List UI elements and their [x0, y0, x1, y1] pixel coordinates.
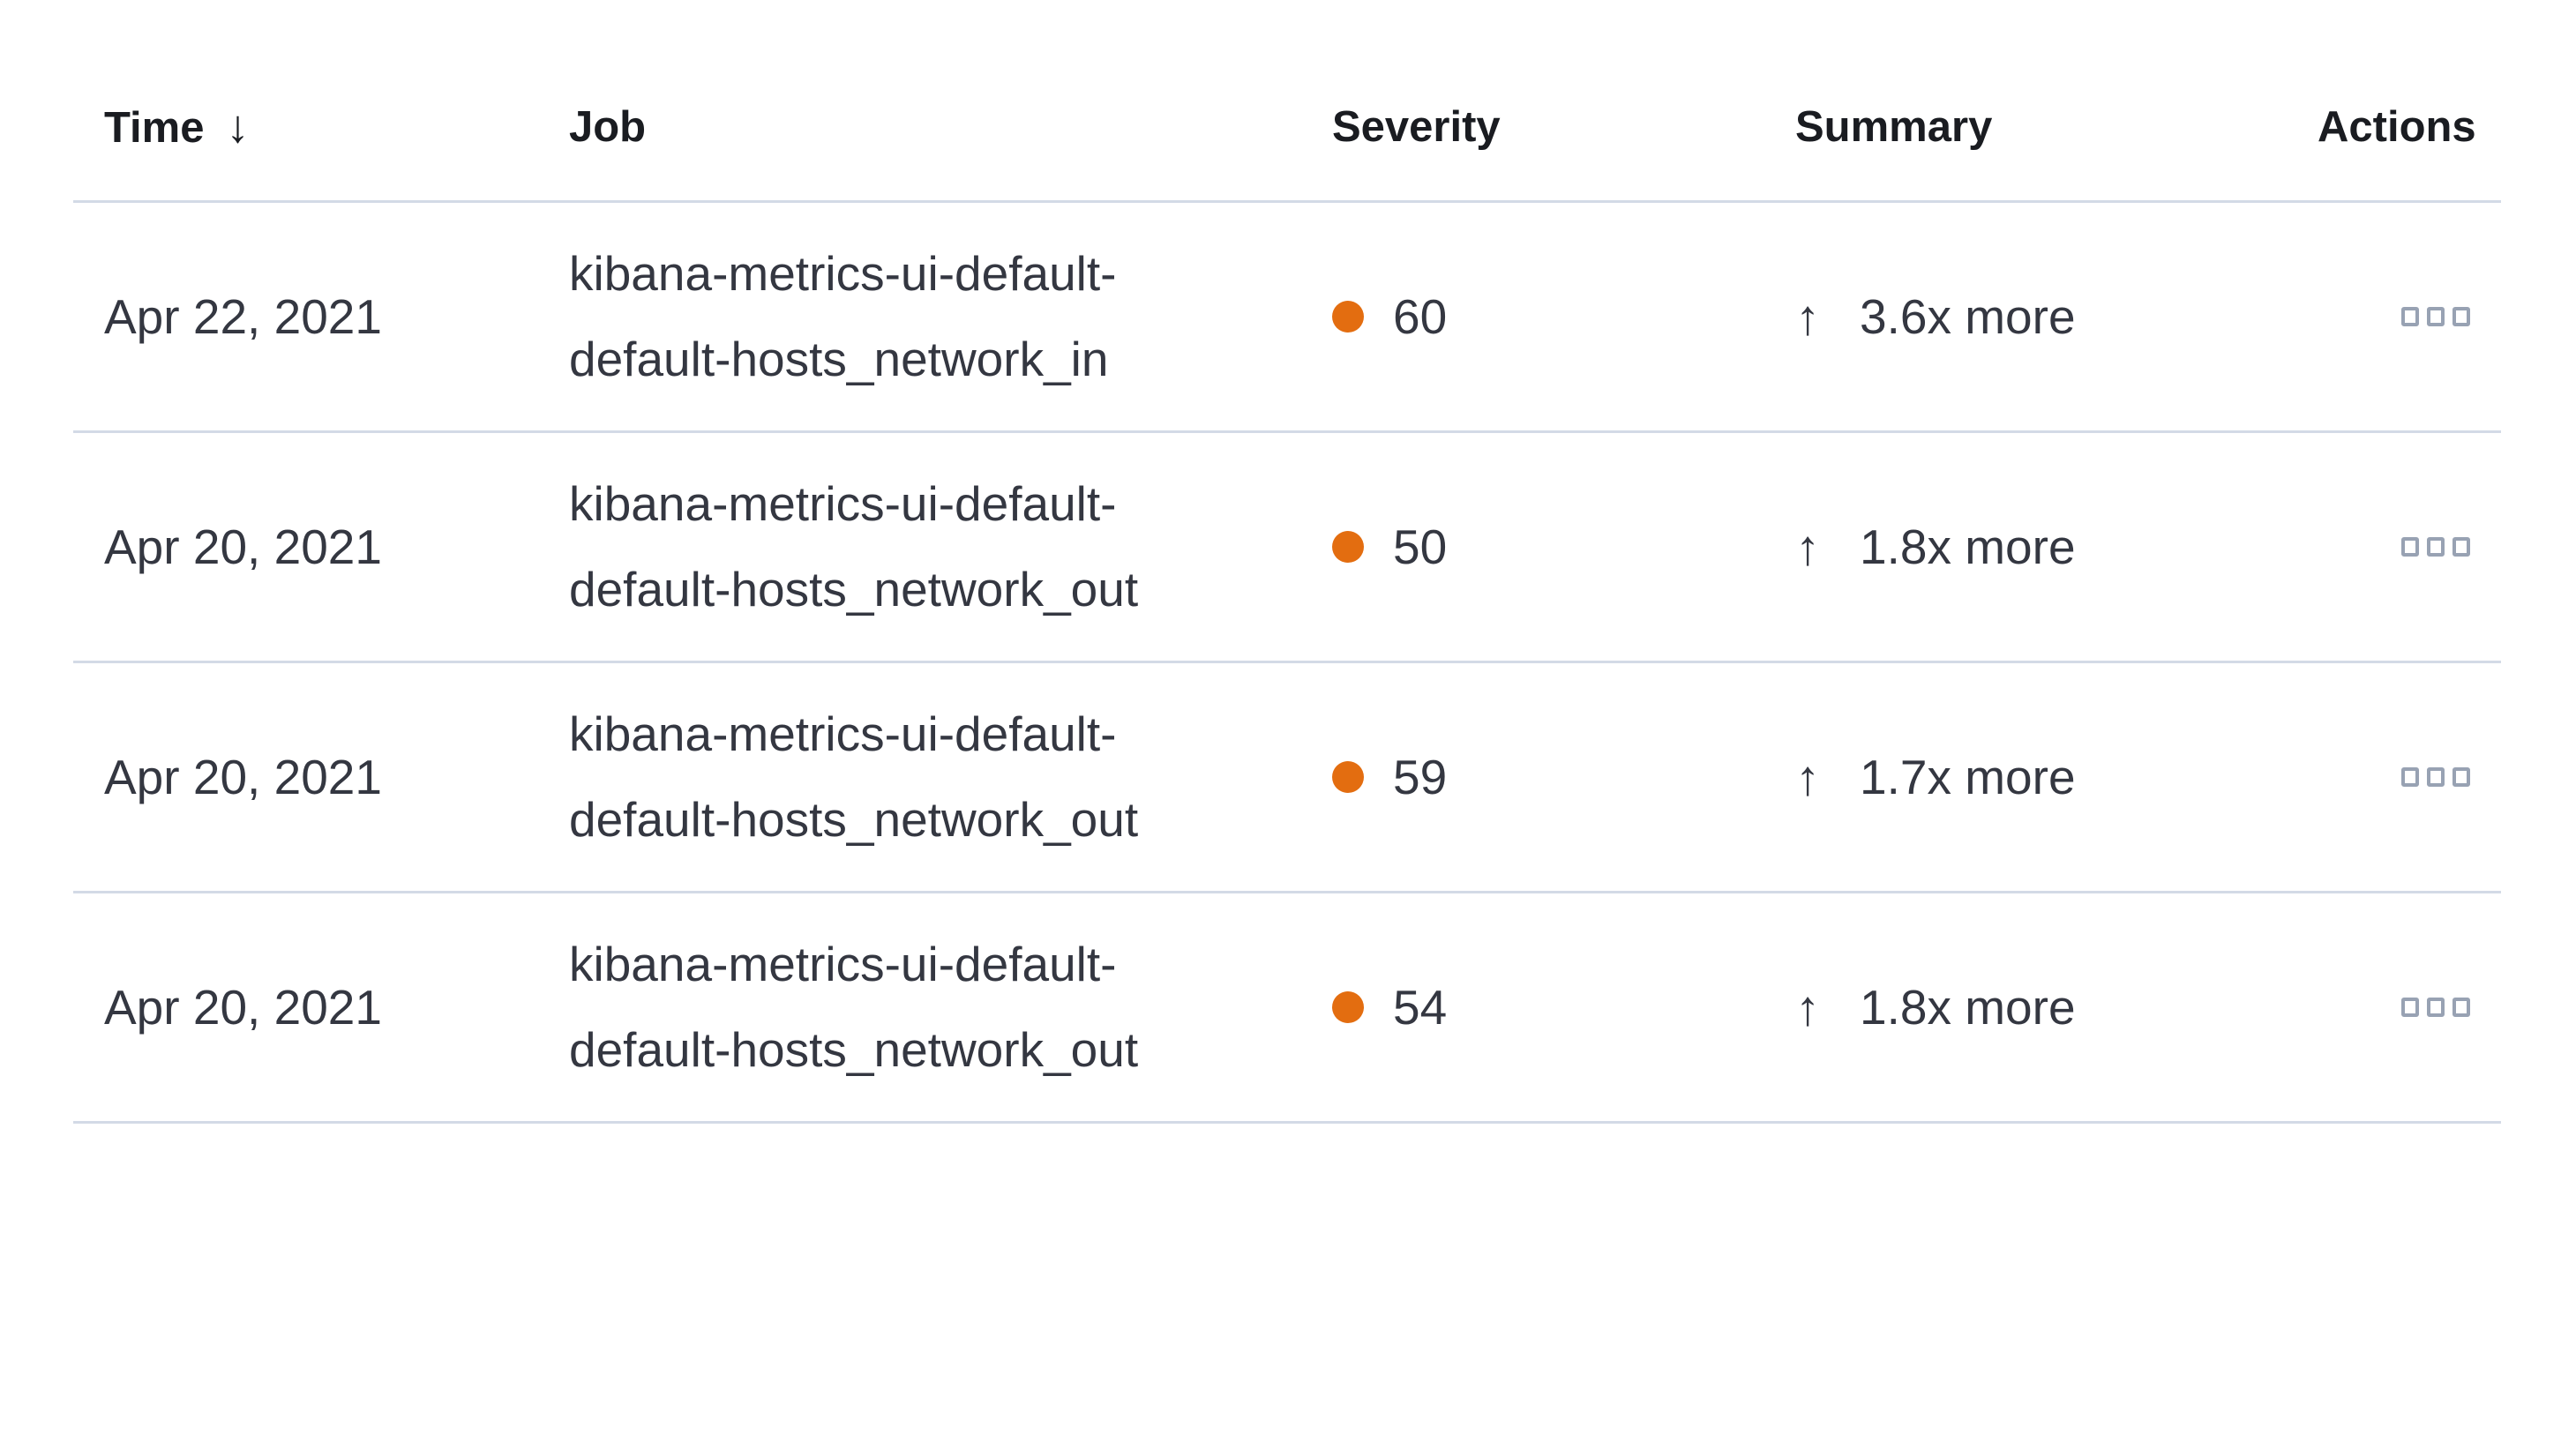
actions-cell	[2318, 998, 2501, 1017]
summary-text: 1.7x more	[1860, 750, 2076, 804]
row-actions-button[interactable]	[2401, 998, 2470, 1017]
summary-cell: ↑ 1.8x more	[1795, 519, 2318, 576]
boxes-horizontal-icon	[2452, 998, 2470, 1017]
job-id-line: kibana-metrics-ui-default-	[569, 937, 1117, 991]
row-actions-button[interactable]	[2401, 537, 2470, 557]
job-id-line: default-hosts_network_out	[569, 1022, 1139, 1077]
job-cell: kibana-metrics-ui-default- default-hosts…	[569, 461, 1332, 632]
actions-cell	[2318, 537, 2501, 557]
boxes-horizontal-icon	[2452, 767, 2470, 787]
column-header-actions: Actions	[2318, 102, 2476, 151]
boxes-horizontal-icon	[2452, 307, 2470, 326]
table-row: Apr 20, 2021 kibana-metrics-ui-default- …	[73, 433, 2501, 663]
boxes-horizontal-icon	[2427, 998, 2445, 1017]
table-row: Apr 20, 2021 kibana-metrics-ui-default- …	[73, 663, 2501, 893]
summary-text: 1.8x more	[1860, 980, 2076, 1035]
severity-dot-icon	[1332, 301, 1364, 333]
job-cell: kibana-metrics-ui-default- default-hosts…	[569, 231, 1332, 402]
summary-cell: ↑ 1.7x more	[1795, 749, 2318, 806]
summary-cell: ↑ 1.8x more	[1795, 979, 2318, 1036]
table-row: Apr 22, 2021 kibana-metrics-ui-default- …	[73, 203, 2501, 433]
column-header-time-label: Time	[104, 103, 205, 152]
summary-cell: ↑ 3.6x more	[1795, 288, 2318, 346]
severity-score: 54	[1393, 980, 1448, 1035]
actions-cell	[2318, 307, 2501, 326]
column-header-time[interactable]: Time ↓	[73, 101, 569, 153]
anomalies-table: Time ↓ Job Severity Summary Actions Apr 2…	[73, 53, 2501, 1124]
job-id-line: default-hosts_network_out	[569, 562, 1139, 617]
severity-score: 59	[1393, 750, 1448, 804]
sort-descending-icon[interactable]: ↓	[226, 101, 250, 153]
boxes-horizontal-icon	[2401, 998, 2419, 1017]
table-row: Apr 20, 2021 kibana-metrics-ui-default- …	[73, 893, 2501, 1124]
boxes-horizontal-icon	[2452, 537, 2470, 557]
severity-score: 50	[1393, 519, 1448, 574]
column-header-severity: Severity	[1332, 102, 1501, 151]
job-id-line: kibana-metrics-ui-default-	[569, 706, 1117, 761]
boxes-horizontal-icon	[2427, 307, 2445, 326]
boxes-horizontal-icon	[2427, 767, 2445, 787]
severity-score: 60	[1393, 289, 1448, 344]
job-id-line: default-hosts_network_in	[569, 332, 1109, 386]
severity-dot-icon	[1332, 531, 1364, 563]
severity-cell: 60	[1332, 288, 1795, 345]
job-cell: kibana-metrics-ui-default- default-hosts…	[569, 691, 1332, 863]
job-cell: kibana-metrics-ui-default- default-hosts…	[569, 922, 1332, 1093]
severity-dot-icon	[1332, 761, 1364, 793]
arrow-up-icon: ↑	[1795, 519, 1820, 575]
time-cell: Apr 20, 2021	[104, 750, 382, 804]
arrow-up-icon: ↑	[1795, 288, 1820, 345]
time-cell: Apr 20, 2021	[104, 519, 382, 574]
time-cell: Apr 20, 2021	[104, 980, 382, 1035]
job-id-line: default-hosts_network_out	[569, 792, 1139, 847]
arrow-up-icon: ↑	[1795, 749, 1820, 805]
boxes-horizontal-icon	[2427, 537, 2445, 557]
severity-cell: 50	[1332, 519, 1795, 575]
boxes-horizontal-icon	[2401, 307, 2419, 326]
row-actions-button[interactable]	[2401, 307, 2470, 326]
column-header-summary: Summary	[1795, 102, 1993, 151]
job-id-line: kibana-metrics-ui-default-	[569, 246, 1117, 301]
severity-dot-icon	[1332, 991, 1364, 1023]
actions-cell	[2318, 767, 2501, 787]
column-header-job: Job	[569, 102, 647, 151]
severity-cell: 59	[1332, 749, 1795, 805]
summary-text: 3.6x more	[1860, 289, 2076, 344]
boxes-horizontal-icon	[2401, 537, 2419, 557]
arrow-up-icon: ↑	[1795, 979, 1820, 1035]
summary-text: 1.8x more	[1860, 519, 2076, 574]
severity-cell: 54	[1332, 979, 1795, 1035]
row-actions-button[interactable]	[2401, 767, 2470, 787]
job-id-line: kibana-metrics-ui-default-	[569, 476, 1117, 531]
time-cell: Apr 22, 2021	[104, 289, 382, 344]
boxes-horizontal-icon	[2401, 767, 2419, 787]
table-header-row: Time ↓ Job Severity Summary Actions	[73, 53, 2501, 203]
